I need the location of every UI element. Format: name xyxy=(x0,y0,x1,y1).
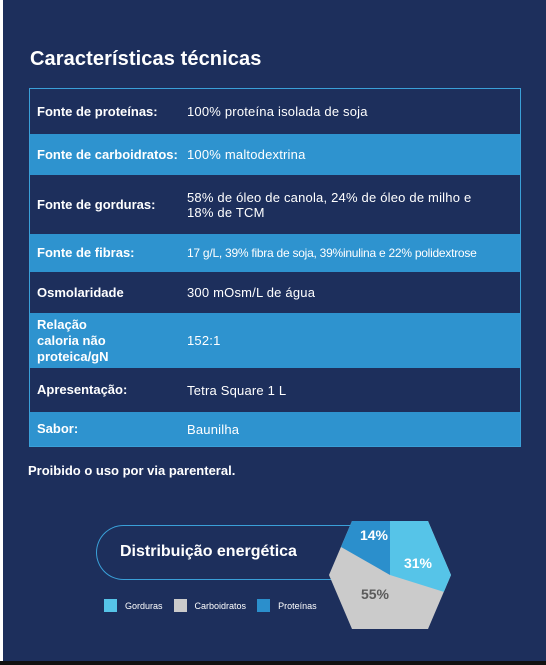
parenteral-notice: Proibido o uso por via parenteral. xyxy=(28,463,236,478)
chart-legend: Gorduras Carboidratos Proteínas xyxy=(104,599,328,612)
legend-gorduras: Gorduras xyxy=(104,599,163,612)
row-value: 100% proteína isolada de soja xyxy=(187,104,368,119)
row-label: Relação caloria não proteica/gN xyxy=(37,316,109,364)
row-value: 300 mOsm/L de água xyxy=(187,285,316,300)
row-label: Fonte de carboidratos: xyxy=(37,146,178,162)
row-value: 100% maltodextrina xyxy=(187,147,306,162)
legend-label: Proteínas xyxy=(278,600,317,611)
bottom-edge-line xyxy=(0,661,546,665)
row-label: Sabor: xyxy=(37,421,79,436)
legend-label: Gorduras xyxy=(125,600,163,611)
table-row: Apresentação: Tetra Square 1 L xyxy=(30,368,520,412)
page-title: Características técnicas xyxy=(30,48,262,70)
legend-label: Carboidratos xyxy=(194,600,247,611)
left-edge-line xyxy=(0,0,3,665)
label-proteinas: 14% xyxy=(360,527,389,543)
row-label: Fonte de proteínas: xyxy=(37,103,158,119)
row-value: 58% de óleo de canola, 24% de óleo de mi… xyxy=(187,189,472,220)
row-value: Tetra Square 1 L xyxy=(187,382,287,398)
technical-table: Fonte de proteínas: 100% proteína isolad… xyxy=(29,88,521,447)
table-row: Fonte de carboidratos: 100% maltodextrin… xyxy=(30,134,520,175)
table-row: Fonte de gorduras: 58% de óleo de canola… xyxy=(30,175,520,234)
legend-carboidratos: Carboidratos xyxy=(173,599,247,612)
row-label: Apresentação: xyxy=(37,382,128,397)
legend-swatch xyxy=(104,599,117,612)
row-label: Fonte de fibras: xyxy=(37,245,135,260)
legend-proteinas: Proteínas xyxy=(257,599,317,612)
table-row: Osmolaridade 300 mOsm/L de água xyxy=(30,272,520,313)
legend-swatch xyxy=(173,599,187,612)
row-value: 152:1 xyxy=(187,333,221,348)
row-label: Osmolaridade xyxy=(37,284,124,300)
energy-title-frame xyxy=(96,525,366,580)
row-label: Fonte de gorduras: xyxy=(37,196,156,212)
table-row: Sabor: Baunilha xyxy=(30,412,520,446)
table-row: Fonte de fibras: 17 g/L, 39% fibra de so… xyxy=(30,234,520,272)
legend-swatch xyxy=(257,599,271,612)
row-value: 17 g/L, 39% fibra de soja, 39%inulina e … xyxy=(187,245,477,260)
row-value: Baunilha xyxy=(187,421,240,437)
table-row: Fonte de proteínas: 100% proteína isolad… xyxy=(30,89,520,134)
table-row: Relação caloria não proteica/gN 152:1 xyxy=(30,313,520,368)
label-gorduras: 31% xyxy=(404,555,433,571)
label-carboidratos: 55% xyxy=(361,586,390,602)
energy-title: Distribuição energética xyxy=(120,543,297,560)
